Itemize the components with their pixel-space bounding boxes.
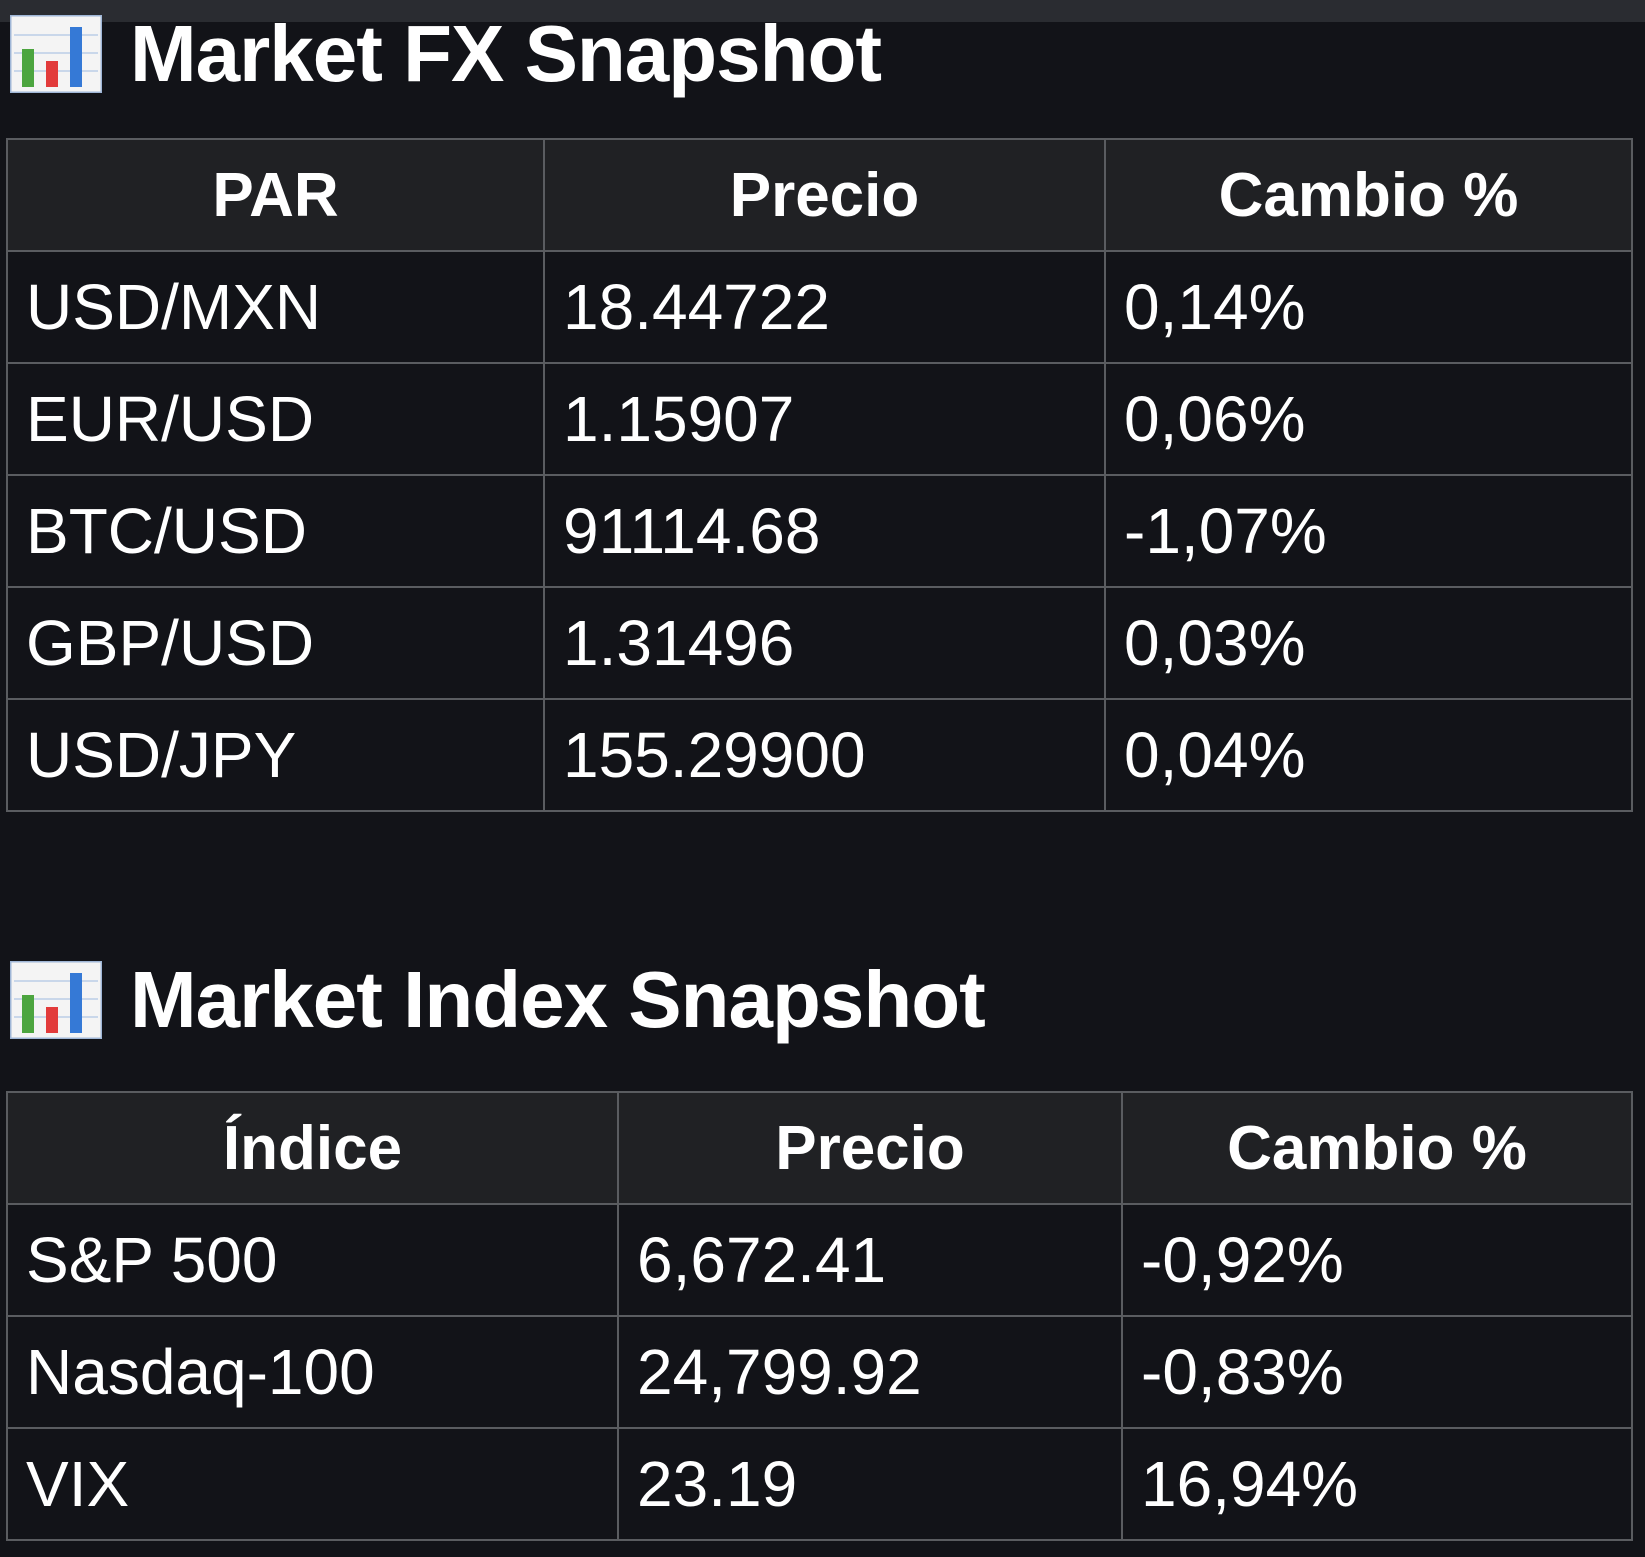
price-cell: 23.19	[617, 1427, 1123, 1541]
change-cell: 16,94%	[1121, 1427, 1633, 1541]
change-cell: 0,04%	[1104, 698, 1633, 812]
price-cell: 18.44722	[543, 250, 1106, 364]
price-cell: 1.15907	[543, 362, 1106, 476]
fx-section-title: Market FX Snapshot	[130, 9, 882, 98]
bar-chart-icon	[10, 15, 102, 93]
table-row: VIX 23.19 16,94%	[6, 1427, 1633, 1541]
price-cell: 6,672.41	[617, 1203, 1123, 1317]
change-cell: -1,07%	[1104, 474, 1633, 588]
pair-cell: BTC/USD	[6, 474, 545, 588]
table-row: GBP/USD 1.31496 0,03%	[6, 586, 1633, 700]
change-cell: 0,06%	[1104, 362, 1633, 476]
fx-section-header: Market FX Snapshot	[10, 6, 882, 102]
index-name-cell: S&P 500	[6, 1203, 619, 1317]
pair-cell: EUR/USD	[6, 362, 545, 476]
bar-chart-icon	[10, 961, 102, 1039]
index-table: Índice Precio Cambio % S&P 500 6,672.41 …	[6, 1091, 1633, 1541]
table-row: BTC/USD 91114.68 -1,07%	[6, 474, 1633, 588]
column-header-pair[interactable]: PAR	[6, 138, 545, 252]
price-cell: 155.29900	[543, 698, 1106, 812]
index-section-header: Market Index Snapshot	[10, 952, 986, 1048]
pair-cell: USD/JPY	[6, 698, 545, 812]
change-cell: 0,14%	[1104, 250, 1633, 364]
pair-cell: USD/MXN	[6, 250, 545, 364]
price-cell: 24,799.92	[617, 1315, 1123, 1429]
fx-table: PAR Precio Cambio % USD/MXN 18.44722 0,1…	[6, 138, 1633, 812]
column-header-index[interactable]: Índice	[6, 1091, 619, 1205]
column-header-change[interactable]: Cambio %	[1121, 1091, 1633, 1205]
table-header-row: Índice Precio Cambio %	[6, 1091, 1633, 1205]
top-bar	[0, 0, 1645, 22]
column-header-price[interactable]: Precio	[543, 138, 1106, 252]
table-row: USD/JPY 155.29900 0,04%	[6, 698, 1633, 812]
column-header-change[interactable]: Cambio %	[1104, 138, 1633, 252]
table-row: S&P 500 6,672.41 -0,92%	[6, 1203, 1633, 1317]
change-cell: -0,92%	[1121, 1203, 1633, 1317]
price-cell: 91114.68	[543, 474, 1106, 588]
table-row: EUR/USD 1.15907 0,06%	[6, 362, 1633, 476]
price-cell: 1.31496	[543, 586, 1106, 700]
index-name-cell: Nasdaq-100	[6, 1315, 619, 1429]
table-header-row: PAR Precio Cambio %	[6, 138, 1633, 252]
pair-cell: GBP/USD	[6, 586, 545, 700]
table-row: USD/MXN 18.44722 0,14%	[6, 250, 1633, 364]
index-section-title: Market Index Snapshot	[130, 955, 986, 1044]
column-header-price[interactable]: Precio	[617, 1091, 1123, 1205]
index-name-cell: VIX	[6, 1427, 619, 1541]
change-cell: -0,83%	[1121, 1315, 1633, 1429]
table-row: Nasdaq-100 24,799.92 -0,83%	[6, 1315, 1633, 1429]
change-cell: 0,03%	[1104, 586, 1633, 700]
